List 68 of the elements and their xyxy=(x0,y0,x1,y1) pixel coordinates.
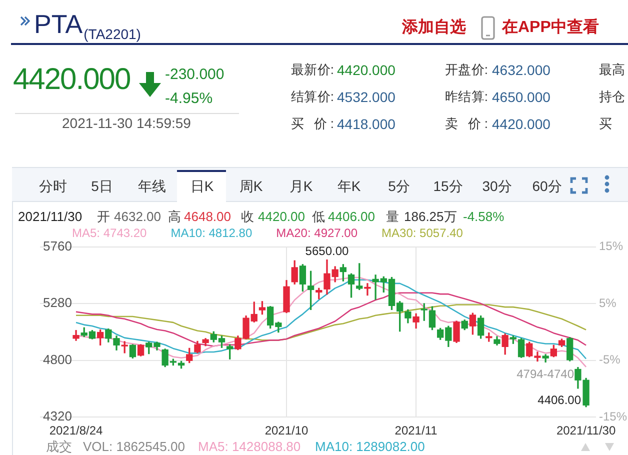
text: MA5: 1428088.80 xyxy=(198,439,301,455)
text: 年K xyxy=(337,178,361,194)
text: MA10: 4812.80 xyxy=(170,226,252,240)
text: MA10: 1289082.00 xyxy=(315,439,425,455)
text: 4418.000 xyxy=(337,116,396,132)
text: VOL: 1862545.00 xyxy=(83,439,185,455)
text: 4532.000 xyxy=(337,88,396,106)
text: 60分 xyxy=(532,178,562,194)
text: 4650.000 xyxy=(492,88,550,106)
text: 最新价: xyxy=(291,62,334,78)
y2-tick-label: 5% xyxy=(599,296,617,310)
text: 月K xyxy=(289,178,313,194)
text: MA5: 4743.20 xyxy=(72,226,147,240)
text: 日K xyxy=(190,178,214,194)
y-tick-label: 4320 xyxy=(43,408,72,424)
text: 4632.000 xyxy=(492,62,550,78)
text: 持仓 xyxy=(599,89,625,105)
text: 4406.00 xyxy=(328,209,375,225)
text: 买 价: xyxy=(291,116,334,132)
text: 昨结算: xyxy=(445,89,488,105)
y-tick-label: 5280 xyxy=(43,295,72,310)
x-tick-label: 2021/10 xyxy=(264,424,309,438)
x-tick-label: 2021/8/24 xyxy=(49,424,104,438)
text: 4648.00 xyxy=(184,209,231,225)
x-tick-label: 2021/11/30 xyxy=(556,424,616,438)
y2-tick-label: -5% xyxy=(599,352,621,367)
text: 收 xyxy=(241,209,254,225)
text: 30分 xyxy=(482,178,512,194)
text: 186.25万 xyxy=(404,209,457,225)
text: 4632.00 xyxy=(114,209,161,225)
x-tick-label: 2021/11 xyxy=(394,424,438,438)
text: 开盘价: xyxy=(445,62,488,78)
y-tick-label: 5760 xyxy=(43,238,72,254)
y-tick-label: 4800 xyxy=(43,352,72,367)
text: 最高 xyxy=(599,62,625,78)
text: 2021-11-30 14:59:59 xyxy=(62,114,191,132)
text: -4.58% xyxy=(463,209,504,225)
text: 卖 价: xyxy=(445,116,488,132)
text: 在APP中查看 xyxy=(502,18,599,38)
annotation: 4406.00 xyxy=(538,393,582,408)
text: 添加自选 xyxy=(402,18,466,38)
text: 量 xyxy=(386,209,399,225)
text: 2021/11/30 xyxy=(18,209,82,225)
y2-tick-label: -15% xyxy=(599,409,628,424)
text: 成交 xyxy=(46,439,72,455)
text: 高 xyxy=(168,209,181,225)
text: 4420.00 xyxy=(258,209,305,225)
text: 15分 xyxy=(433,178,463,194)
text: 低 xyxy=(312,209,325,225)
text: -230.000 xyxy=(165,66,224,84)
text: 4420.000 xyxy=(13,62,130,98)
text: MA20: 4927.00 xyxy=(276,226,358,240)
y2-tick-label: 15% xyxy=(599,239,624,254)
annotation: 4794-4740 xyxy=(516,366,574,382)
chart-title: PTA$_{(TA2201)}$ xyxy=(34,8,141,44)
text: 5分 xyxy=(388,178,410,194)
text: 4420.000 xyxy=(337,62,396,78)
text: 开 xyxy=(97,209,110,225)
annotation: 5650.00 xyxy=(305,244,349,258)
text: 买 xyxy=(599,116,612,132)
text: 4420.000 xyxy=(492,116,550,132)
text: 年线 xyxy=(138,178,166,194)
text: 周K xyxy=(239,178,263,194)
text: -4.95% xyxy=(165,90,213,108)
text: 结算价: xyxy=(291,89,334,105)
text: 分时 xyxy=(39,178,67,194)
text: 5日 xyxy=(91,178,113,194)
text: MA30: 5057.40 xyxy=(382,226,463,240)
